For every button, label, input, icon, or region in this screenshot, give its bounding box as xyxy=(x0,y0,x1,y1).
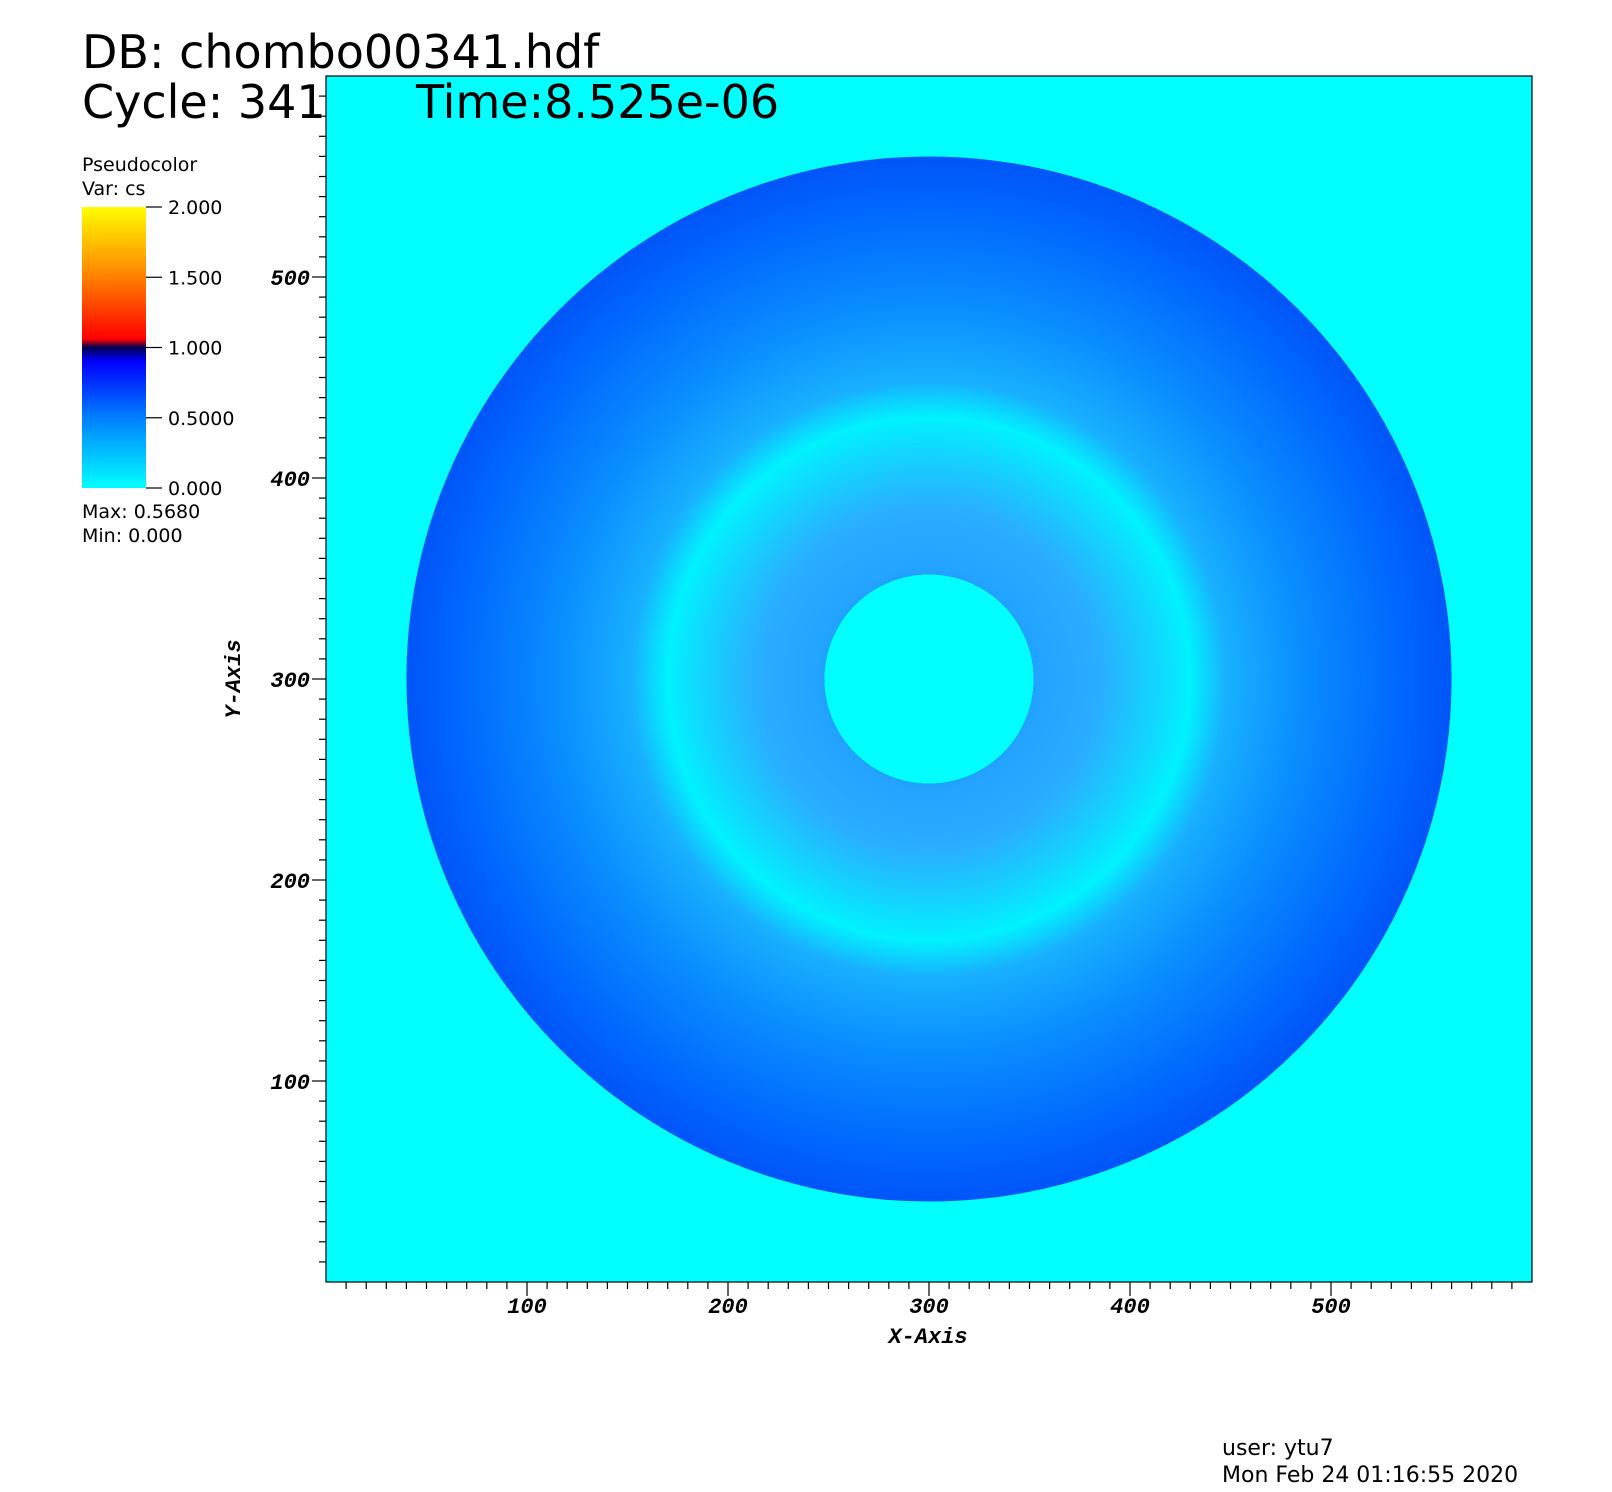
x-tick-label: 400 xyxy=(1110,1295,1150,1320)
db-label: DB: chombo00341.hdf xyxy=(82,25,601,79)
y-axis-label: Y-Axis xyxy=(222,639,247,718)
y-tick-label: 100 xyxy=(270,1071,310,1096)
plot-area: 100 200 300 400 500 100 200 300 400 500 xyxy=(270,75,1533,1320)
cycle-label: Cycle: 341 xyxy=(82,75,326,129)
field xyxy=(406,156,1452,1202)
colorbar-tick-label: 0.000 xyxy=(168,478,222,500)
user-label: user: ytu7 xyxy=(1222,1436,1334,1461)
colorbar-tick-label: 2.000 xyxy=(168,197,222,219)
x-axis-label: X-Axis xyxy=(886,1325,967,1350)
min-label: Min: 0.000 xyxy=(82,525,183,547)
colorbar-tick-label: 1.000 xyxy=(168,338,222,360)
x-tick-label: 500 xyxy=(1311,1295,1351,1320)
date-label: Mon Feb 24 01:16:55 2020 xyxy=(1222,1463,1518,1488)
x-tick-label: 200 xyxy=(708,1295,748,1320)
y-tick-label: 400 xyxy=(270,468,310,493)
y-tick-label: 500 xyxy=(270,267,310,292)
y-tick-label: 300 xyxy=(270,669,310,694)
colorbar-tick-label: 0.5000 xyxy=(168,408,234,430)
variable-label: Var: cs xyxy=(82,178,145,200)
plot-name: Pseudocolor xyxy=(82,154,197,176)
time-label: Time:8.525e-06 xyxy=(415,75,779,129)
y-tick-label: 200 xyxy=(270,870,310,895)
max-label: Max: 0.5680 xyxy=(82,501,200,523)
x-tick-label: 300 xyxy=(909,1295,949,1320)
colorbar xyxy=(82,207,146,488)
colorbar-tick-label: 1.500 xyxy=(168,267,222,289)
x-tick-label: 100 xyxy=(507,1295,547,1320)
